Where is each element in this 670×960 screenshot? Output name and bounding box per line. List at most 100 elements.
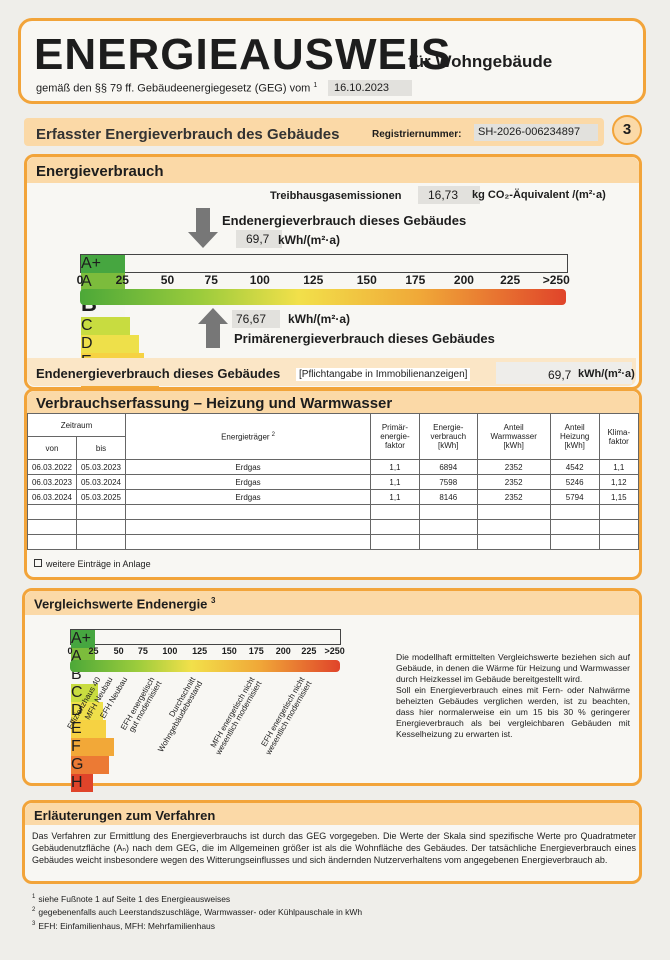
scale-label: 25: [115, 273, 129, 287]
energy-class: D: [81, 335, 140, 353]
empty-cell: [370, 504, 420, 520]
summary-note: [Pflichtangabe in Immobilienanzeigen]: [296, 368, 471, 381]
ghg-value: 16,73: [418, 186, 480, 204]
empty-cell: [598, 534, 640, 550]
final-value: 69,7: [236, 230, 282, 248]
data-cell: 1,12: [598, 474, 640, 490]
data-cell: 05.03.2025: [76, 489, 126, 505]
data-cell: Erdgas: [125, 474, 371, 490]
empty-cell: [76, 519, 126, 535]
explanation-title: Erläuterungen zum Verfahren: [34, 808, 216, 823]
empty-cell: [76, 504, 126, 520]
explanation-header: [25, 803, 639, 825]
scale-bar: [80, 289, 566, 305]
footnote: 1 siehe Fußnote 1 auf Seite 1 des Energie…: [32, 892, 632, 905]
data-cell: 06.03.2022: [27, 459, 77, 475]
empty-cell: [76, 534, 126, 550]
data-cell: 8146: [418, 489, 478, 505]
header-cell: bis: [76, 436, 126, 460]
data-cell: 1,1: [370, 459, 420, 475]
comparison-text: Die modellhaft ermittelten Vergleichswer…: [396, 652, 630, 739]
energy-class: C: [71, 684, 98, 702]
empty-cell: [549, 519, 600, 535]
data-cell: 06.03.2023: [27, 474, 77, 490]
energy-class: F: [71, 738, 115, 756]
data-cell: Erdgas: [125, 489, 371, 505]
data-cell: 06.03.2024: [27, 489, 77, 505]
header-cell: von: [27, 436, 77, 460]
scale-label: 175: [405, 273, 426, 287]
empty-cell: [476, 504, 551, 520]
energy-header: [27, 157, 639, 183]
data-cell: 1,1: [598, 459, 640, 475]
empty-cell: [27, 504, 77, 520]
page-number: 3: [612, 115, 642, 145]
empty-row: [27, 504, 640, 520]
comparison-label: MFH energetisch nicht wesentlich moderni…: [209, 675, 264, 757]
scale: 0 25 50 75 100 125 150 175 200 225 >250: [0, 646, 400, 658]
empty-cell: [370, 519, 420, 535]
empty-cell: [598, 504, 640, 520]
empty-cell: [370, 534, 420, 550]
empty-cell: [125, 534, 371, 550]
scale-label: 150: [221, 646, 237, 656]
header-cell: Anteil Warmwasser [kWh]: [476, 413, 551, 460]
consumption-title: Verbrauchserfassung – Heizung und Warmwa…: [36, 395, 393, 412]
arrow-down: [188, 208, 218, 248]
empty-cell: [476, 534, 551, 550]
law: gemäß den §§ 79 ff. Gebäudeenergiegesetz…: [36, 82, 317, 95]
ghg-label: Treibhausgasemissionen: [270, 190, 402, 202]
comparison-label: EFH energetisch gut modernisiert: [119, 675, 164, 734]
comparison-labels: Effizienzhaus 40 MFH Neubau EFH Neubau EFH …: [0, 676, 400, 776]
scale-label: 25: [88, 646, 99, 656]
header-cell: Primär- energie- faktor: [370, 413, 420, 460]
energy-class: C: [81, 317, 130, 335]
primary-unit: kWh/(m²·a): [288, 312, 350, 326]
summary-label: Endenergieverbrauch dieses Gebäudes: [36, 366, 281, 381]
energy-class: A: [81, 273, 125, 291]
law-text: gemäß den §§ 79 ff. Gebäudeenergiegesetz…: [36, 82, 311, 95]
energy-class: G: [71, 756, 109, 774]
checkbox: [34, 559, 42, 567]
more-text: weitere Einträge in Anlage: [46, 559, 151, 569]
data-cell: 2352: [476, 459, 551, 475]
footnote-text: siehe Fußnote 1 auf Seite 1 des Energiea…: [38, 893, 231, 904]
data-cell: 5794: [549, 489, 600, 505]
data-cell: 4542: [549, 459, 600, 475]
primary-label: Primärenergieverbrauch dieses Gebäudes: [234, 331, 495, 346]
scale-label: 225: [500, 273, 521, 287]
data-cell: 1,1: [370, 489, 420, 505]
empty-cell: [27, 519, 77, 535]
energy-class: A+: [71, 630, 96, 648]
scale-bar: [70, 660, 340, 672]
header-row: Zeitraum Energieträger 2 Primär- energie- f…: [27, 413, 640, 460]
date: 16.10.2023: [328, 80, 412, 96]
scale-label: 75: [204, 273, 218, 287]
footnote-text: gegebenenfalls auch Leerstandszuschläge,…: [38, 907, 363, 918]
scale-label: 150: [356, 273, 377, 287]
scale-label: 225: [301, 646, 317, 656]
data-cell: 1,1: [370, 474, 420, 490]
scale-label: >250: [324, 646, 345, 656]
comparison-label: EFH energetisch nicht wesentlich moderni…: [259, 675, 314, 757]
data-cell: 05.03.2023: [76, 459, 126, 475]
header-cell: Anteil Heizung [kWh]: [549, 413, 600, 460]
scale-label: >250: [542, 273, 570, 287]
scale: 0 25 50 75 100 125 150 175 200 225 >250: [0, 273, 670, 289]
energy-class: A+: [81, 255, 125, 273]
scale-label: 75: [137, 646, 148, 656]
empty-cell: [418, 519, 478, 535]
ghg-unit: kg CO₂-Äquivalent /(m²·a): [472, 189, 606, 201]
data-cell: 2352: [476, 474, 551, 490]
empty-cell: [27, 534, 77, 550]
footnote: 3 EFH: Einfamilienhaus, MFH: Mehrfamilien…: [32, 919, 632, 932]
section-title: Erfasster Energieverbrauch des Gebäudes: [36, 126, 340, 143]
energy-class: H: [71, 774, 93, 792]
data-cell: 6894: [418, 459, 478, 475]
empty-cell: [549, 504, 600, 520]
scale-label: 50: [160, 273, 175, 287]
